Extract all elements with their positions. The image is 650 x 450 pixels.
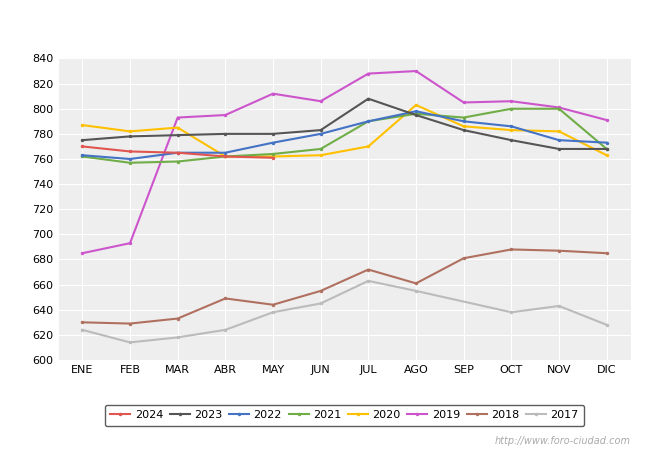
2017: [555, 303, 563, 309]
2019: [555, 105, 563, 110]
2020: [603, 153, 610, 158]
2023: [365, 96, 372, 101]
2017: [222, 327, 229, 333]
2019: [412, 68, 420, 74]
2021: [79, 154, 86, 159]
2018: [603, 251, 610, 256]
2018: [174, 316, 181, 321]
2018: [222, 296, 229, 301]
2019: [603, 117, 610, 123]
2022: [269, 140, 277, 145]
2017: [603, 322, 610, 328]
2023: [508, 137, 515, 143]
2018: [555, 248, 563, 253]
2020: [555, 129, 563, 134]
Line: 2022: 2022: [81, 109, 608, 161]
2017: [365, 278, 372, 284]
2020: [317, 153, 324, 158]
2023: [126, 134, 134, 139]
2022: [222, 150, 229, 155]
2018: [126, 321, 134, 326]
Text: Afiliados en San Sadurniño a 31/5/2024: Afiliados en San Sadurniño a 31/5/2024: [147, 18, 503, 36]
Legend: 2024, 2023, 2022, 2021, 2020, 2019, 2018, 2017: 2024, 2023, 2022, 2021, 2020, 2019, 2018…: [105, 405, 584, 426]
2017: [508, 310, 515, 315]
Line: 2023: 2023: [81, 97, 608, 151]
2022: [603, 140, 610, 145]
Line: 2019: 2019: [81, 69, 608, 255]
2020: [460, 124, 467, 129]
2018: [365, 267, 372, 272]
2021: [555, 106, 563, 112]
Line: 2018: 2018: [81, 248, 608, 325]
2022: [174, 150, 181, 155]
2024: [126, 149, 134, 154]
2022: [412, 108, 420, 114]
2022: [126, 156, 134, 162]
2019: [79, 251, 86, 256]
Text: http://www.foro-ciudad.com: http://www.foro-ciudad.com: [495, 436, 630, 446]
2021: [460, 115, 467, 120]
2023: [222, 131, 229, 136]
2021: [603, 146, 610, 152]
2022: [79, 153, 86, 158]
2023: [174, 132, 181, 138]
2024: [79, 144, 86, 149]
2020: [412, 102, 420, 108]
2023: [317, 127, 324, 133]
2020: [365, 144, 372, 149]
2023: [555, 146, 563, 152]
2024: [222, 154, 229, 159]
2020: [126, 129, 134, 134]
2021: [317, 146, 324, 152]
2023: [603, 146, 610, 152]
2019: [222, 112, 229, 118]
2017: [317, 301, 324, 306]
2017: [126, 340, 134, 345]
2021: [269, 151, 277, 157]
2021: [222, 154, 229, 159]
2018: [412, 281, 420, 286]
2018: [79, 320, 86, 325]
2023: [79, 137, 86, 143]
2018: [317, 288, 324, 293]
2019: [508, 99, 515, 104]
2017: [174, 335, 181, 340]
2020: [222, 154, 229, 159]
Line: 2021: 2021: [81, 107, 608, 165]
2021: [412, 111, 420, 117]
2023: [460, 127, 467, 133]
2022: [508, 124, 515, 129]
Line: 2017: 2017: [81, 279, 608, 344]
Line: 2020: 2020: [81, 103, 608, 158]
2024: [269, 155, 277, 161]
2023: [412, 112, 420, 118]
2022: [365, 119, 372, 124]
2020: [174, 125, 181, 130]
2024: [174, 150, 181, 155]
2020: [508, 127, 515, 133]
2021: [126, 160, 134, 166]
2021: [508, 106, 515, 112]
2022: [317, 131, 324, 136]
2017: [412, 288, 420, 293]
2019: [174, 115, 181, 120]
2019: [365, 71, 372, 76]
2019: [460, 100, 467, 105]
2018: [269, 302, 277, 307]
2020: [79, 122, 86, 128]
2021: [174, 159, 181, 164]
2020: [269, 154, 277, 159]
2017: [79, 327, 86, 333]
2018: [508, 247, 515, 252]
2019: [269, 91, 277, 96]
2018: [460, 256, 467, 261]
2019: [126, 240, 134, 246]
2022: [555, 137, 563, 143]
2021: [365, 119, 372, 124]
2023: [269, 131, 277, 136]
Line: 2024: 2024: [81, 145, 275, 159]
2022: [460, 119, 467, 124]
2017: [269, 310, 277, 315]
2019: [317, 99, 324, 104]
